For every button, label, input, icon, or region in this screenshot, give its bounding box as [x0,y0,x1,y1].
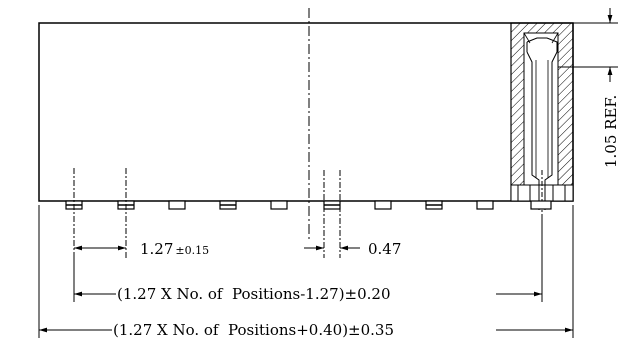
pin-centerlines [73,168,341,258]
ref-label: 1.05 REF. [602,95,620,168]
pin [374,200,392,210]
pin [530,200,552,210]
cross-section [510,22,574,215]
svg-text:1.27±0.15: 1.27 ±0.15 [140,240,209,258]
pin [270,200,288,210]
pin-width-value: 0.47 [368,240,401,258]
dim-row-length: (1.27 X No. of Positions-1.27)±0.20 [74,285,542,303]
dim-ref: 1.05 REF. [602,8,620,168]
dim-body-length: (1.27 X No. of Positions+0.40)±0.35 [39,321,573,339]
pitch-value: 1.27 [140,240,173,258]
row-length-label: (1.27 X No. of Positions-1.27)±0.20 [117,285,391,303]
body-length-label: (1.27 X No. of Positions+0.40)±0.35 [113,321,394,339]
pitch-tol: ±0.15 [175,244,209,257]
pin-row [65,200,552,210]
pin [476,200,494,210]
dim-pitch: 1.27 ±0.15 [74,240,209,258]
extension-lines [38,22,618,338]
dim-pin-width: 0.47 [304,240,401,258]
pin [168,200,186,210]
connector-body [38,22,574,202]
